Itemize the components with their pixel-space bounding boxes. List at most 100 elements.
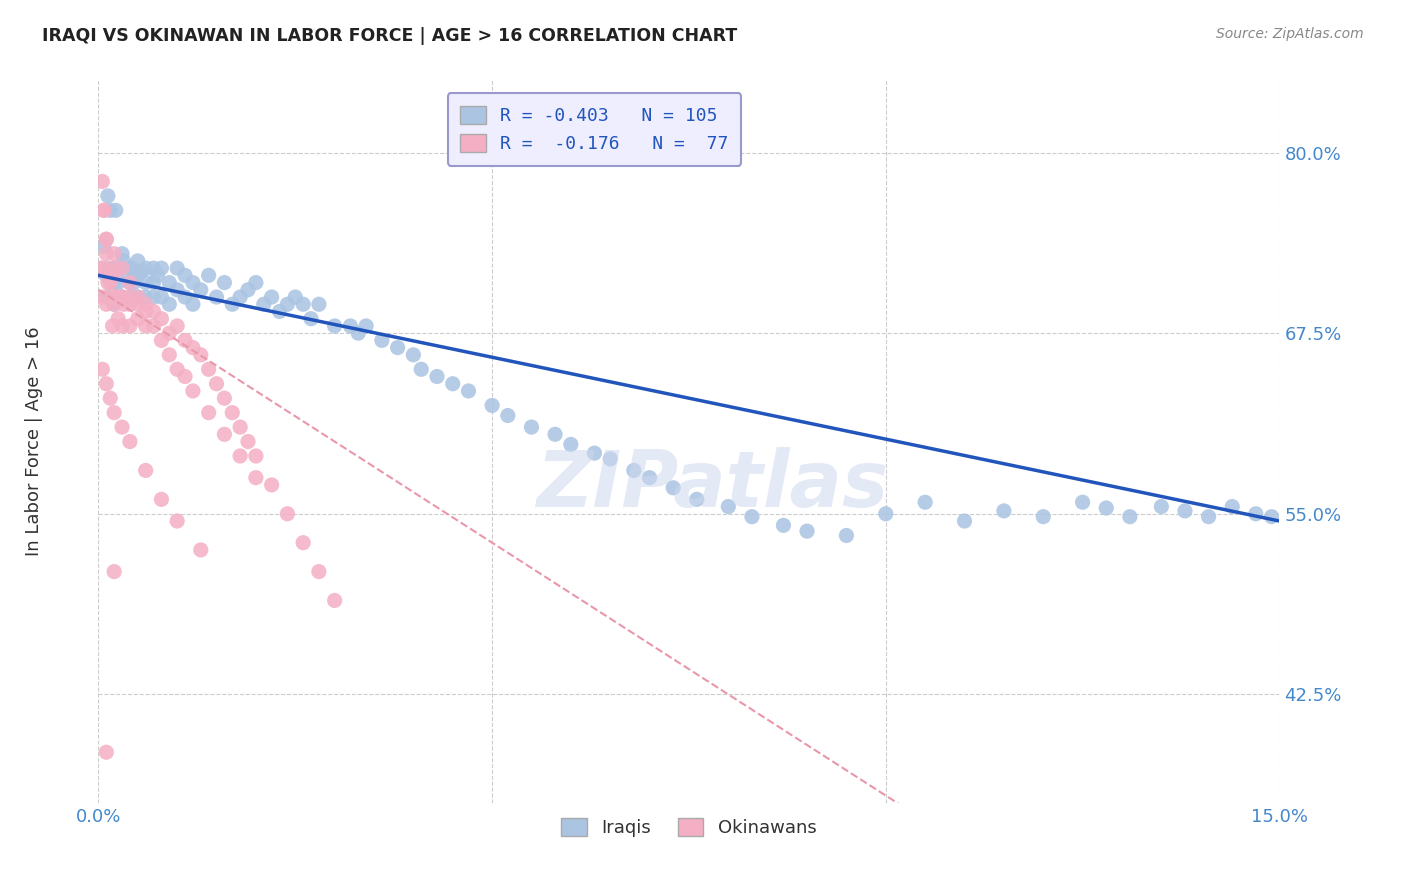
Point	[236, 434, 259, 449]
Point	[1174, 504, 1197, 518]
Point	[205, 290, 228, 304]
Point	[118, 276, 141, 290]
Point	[98, 276, 121, 290]
Point	[387, 341, 409, 355]
Point	[229, 449, 252, 463]
Point	[135, 261, 157, 276]
Point	[150, 261, 173, 276]
Point	[686, 492, 709, 507]
Point	[181, 276, 204, 290]
Point	[150, 334, 173, 348]
Point	[96, 376, 118, 391]
Point	[111, 261, 134, 276]
Point	[623, 463, 645, 477]
Point	[118, 290, 141, 304]
Point	[245, 276, 267, 290]
Point	[221, 297, 243, 311]
Point	[662, 481, 685, 495]
Point	[118, 261, 141, 276]
Point	[166, 514, 188, 528]
Point	[91, 174, 114, 188]
Point	[93, 203, 115, 218]
Point	[481, 398, 503, 412]
Point	[245, 449, 267, 463]
Point	[229, 290, 252, 304]
Point	[104, 290, 127, 304]
Point	[135, 290, 157, 304]
Point	[157, 297, 180, 311]
Point	[214, 427, 236, 442]
Point	[150, 492, 173, 507]
Point	[96, 246, 118, 260]
Point	[97, 276, 120, 290]
Point	[269, 304, 291, 318]
Point	[354, 318, 377, 333]
Point	[284, 290, 307, 304]
Point	[308, 565, 330, 579]
Point	[323, 318, 346, 333]
Point	[221, 406, 243, 420]
Point	[914, 495, 936, 509]
Point	[835, 528, 858, 542]
Point	[103, 268, 125, 283]
Point	[135, 297, 157, 311]
Point	[111, 290, 134, 304]
Point	[157, 348, 180, 362]
Point	[101, 261, 124, 276]
Point	[371, 334, 394, 348]
Point	[772, 518, 794, 533]
Point	[174, 290, 197, 304]
Point	[127, 311, 149, 326]
Point	[1277, 514, 1299, 528]
Point	[103, 261, 125, 276]
Point	[98, 290, 121, 304]
Point	[91, 261, 114, 276]
Point	[142, 290, 165, 304]
Point	[1260, 509, 1282, 524]
Point	[96, 297, 118, 311]
Point	[166, 283, 188, 297]
Point	[339, 318, 361, 333]
Point	[253, 297, 276, 311]
Point	[118, 276, 141, 290]
Point	[276, 297, 298, 311]
Point	[103, 565, 125, 579]
Point	[142, 318, 165, 333]
Point	[1244, 507, 1267, 521]
Point	[103, 297, 125, 311]
Point	[111, 261, 134, 276]
Point	[308, 297, 330, 311]
Point	[127, 254, 149, 268]
Point	[496, 409, 519, 423]
Point	[993, 504, 1015, 518]
Point	[150, 290, 173, 304]
Point	[96, 232, 118, 246]
Point	[205, 376, 228, 391]
Point	[118, 434, 141, 449]
Point	[142, 261, 165, 276]
Point	[112, 254, 135, 268]
Point	[142, 304, 165, 318]
Point	[127, 290, 149, 304]
Point	[638, 471, 661, 485]
Point	[166, 318, 188, 333]
Point	[131, 264, 153, 278]
Text: IRAQI VS OKINAWAN IN LABOR FORCE | AGE > 16 CORRELATION CHART: IRAQI VS OKINAWAN IN LABOR FORCE | AGE >…	[42, 27, 737, 45]
Point	[1299, 509, 1322, 524]
Point	[190, 348, 212, 362]
Point	[98, 203, 121, 218]
Point	[560, 437, 582, 451]
Point	[796, 524, 818, 538]
Point	[260, 290, 283, 304]
Point	[93, 203, 115, 218]
Point	[135, 318, 157, 333]
Point	[299, 311, 322, 326]
Text: ZIPatlas: ZIPatlas	[537, 447, 889, 523]
Point	[181, 341, 204, 355]
Point	[875, 507, 897, 521]
Point	[411, 362, 433, 376]
Point	[1220, 500, 1243, 514]
Point	[103, 297, 125, 311]
Point	[111, 290, 134, 304]
Point	[93, 239, 115, 253]
